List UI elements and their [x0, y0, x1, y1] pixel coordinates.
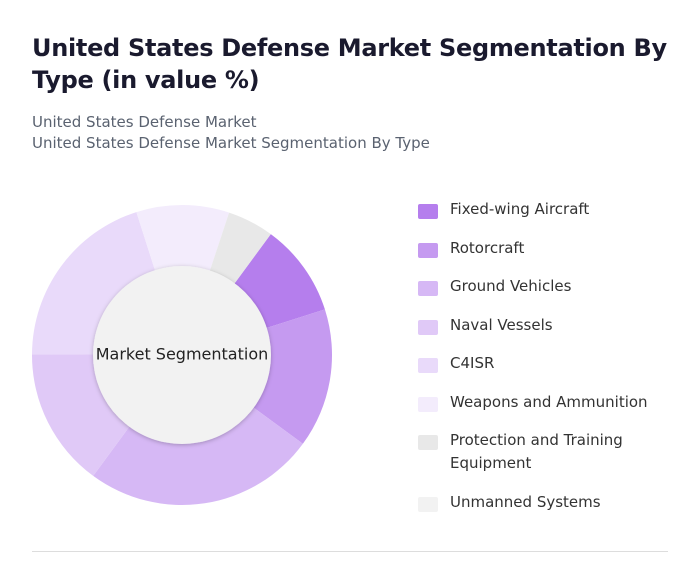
legend-swatch [418, 358, 438, 373]
legend-swatch [418, 435, 438, 450]
divider [32, 551, 668, 552]
legend-swatch [418, 496, 438, 512]
legend-swatch [418, 396, 438, 412]
donut-slice [32, 354, 132, 476]
legend: Fixed-wing Aircraft Rotorcraft Ground Vehi… [418, 198, 678, 529]
donut-hole [93, 266, 271, 444]
legend-item: Unmanned Systems [418, 491, 678, 514]
legend-label: Unmanned Systems [450, 492, 601, 511]
legend-item: Fixed-wing Aircraft [418, 198, 678, 221]
legend-label: Naval Vessels [450, 315, 553, 334]
donut-slice [250, 309, 333, 444]
center-label: Market Segmentation [96, 345, 269, 364]
legend-item: C4ISR [418, 352, 678, 375]
donut-chart: Market Segmentation [32, 205, 333, 506]
subtitle: United States Defense Market Segmentatio… [32, 134, 430, 152]
legend-label: Weapons and Ammunition [450, 392, 648, 411]
legend-swatch [418, 204, 438, 219]
legend-swatch [418, 242, 438, 258]
donut-slice [93, 405, 303, 506]
legend-swatch [418, 281, 438, 296]
legend-label: Rotorcraft [450, 238, 525, 257]
legend-label: Protection and Training Equipment [450, 431, 623, 472]
legend-swatch [418, 319, 438, 335]
donut-slice [136, 205, 230, 275]
legend-item: Protection and Training Equipment [418, 429, 678, 475]
legend-item: Ground Vehicles [418, 275, 678, 298]
legend-label: Ground Vehicles [450, 277, 572, 295]
legend-item: Naval Vessels [418, 314, 678, 337]
donut-slice [32, 212, 157, 355]
legend-item: Weapons and Ammunition [418, 391, 678, 414]
legend-label: C4ISR [450, 354, 495, 372]
donut-slice [208, 212, 271, 287]
chart-title: United States Defense Market Segmentatio… [32, 34, 667, 94]
legend-label: Fixed-wing Aircraft [450, 200, 590, 218]
subtitle: United States Defense Market [32, 113, 257, 131]
legend-item: Rotorcraft [418, 237, 678, 260]
